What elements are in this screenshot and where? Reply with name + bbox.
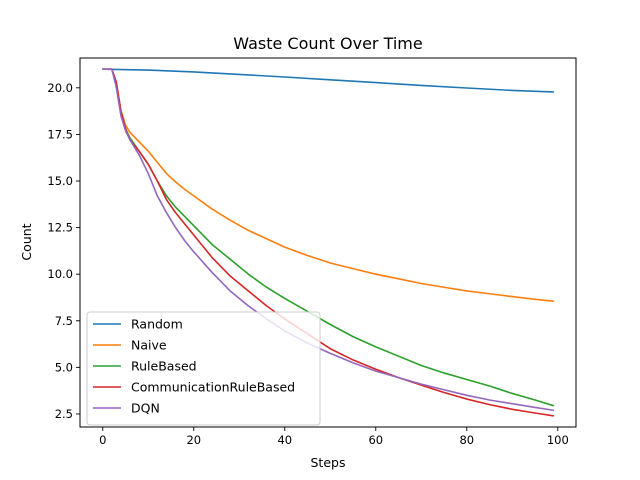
plot-area xyxy=(101,68,555,417)
y-tick-label: 5.0 xyxy=(55,360,73,374)
chart-title: Waste Count Over Time xyxy=(233,34,422,53)
series-line-dqn xyxy=(101,68,555,412)
legend-box xyxy=(86,311,321,426)
series-line-random xyxy=(101,68,555,93)
x-tick-label: 80 xyxy=(459,433,474,447)
legend-label-dqn: DQN xyxy=(131,401,160,416)
y-tick-label: 17.5 xyxy=(47,127,73,141)
y-axis: 2.5 5.0 7.5 10.0 12.5 15.0 17.5 20.0 xyxy=(47,81,80,421)
y-tick-label: 12.5 xyxy=(47,221,73,235)
y-tick-label: 15.0 xyxy=(47,174,73,188)
x-axis-label: Steps xyxy=(311,455,346,470)
y-tick-label: 7.5 xyxy=(55,314,73,328)
y-axis-label: Count xyxy=(19,223,34,260)
axes-frame xyxy=(79,57,577,428)
y-tick-label: 20.0 xyxy=(47,81,73,95)
y-tick-label: 10.0 xyxy=(47,267,73,281)
legend: Random Naive RuleBased CommunicationRuleBas… xyxy=(86,311,321,426)
x-tick-label: 100 xyxy=(547,433,569,447)
y-tick-label: 2.5 xyxy=(55,407,73,421)
x-axis: 0 20 40 60 80 100 xyxy=(99,427,569,447)
legend-label-rulebased: RuleBased xyxy=(131,359,197,374)
legend-label-communicationrulebased: CommunicationRuleBased xyxy=(131,380,295,395)
x-tick-label: 0 xyxy=(99,433,106,447)
legend-label-naive: Naive xyxy=(131,338,167,353)
x-tick-label: 60 xyxy=(368,433,383,447)
legend-label-random: Random xyxy=(131,317,183,332)
x-tick-label: 20 xyxy=(186,433,201,447)
series-line-naive xyxy=(101,68,555,303)
x-tick-label: 40 xyxy=(277,433,292,447)
